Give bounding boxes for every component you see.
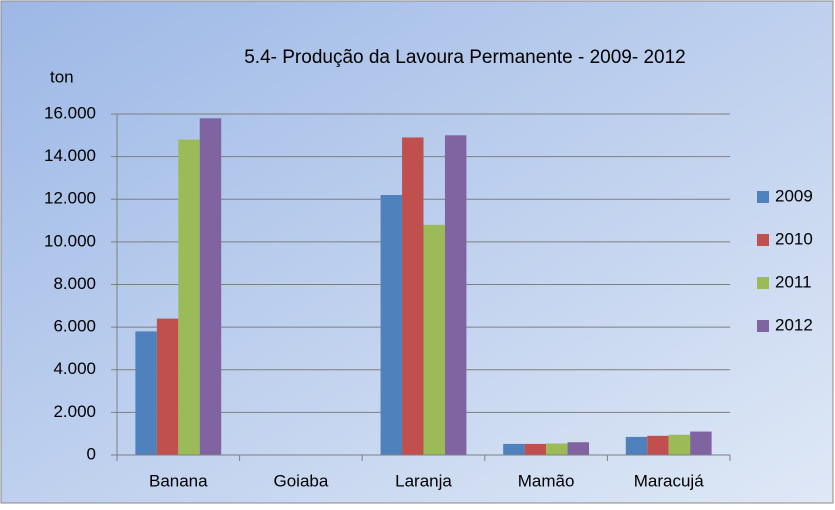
legend-swatch xyxy=(757,191,769,203)
legend-label: 2012 xyxy=(775,315,813,334)
bar xyxy=(380,194,403,456)
legend-swatch xyxy=(757,277,769,289)
bar xyxy=(402,137,424,455)
bar xyxy=(567,442,590,455)
x-tick-label: Mamão xyxy=(518,471,575,490)
bar xyxy=(135,331,157,455)
bar xyxy=(668,434,691,455)
y-tick-label: 14.000 xyxy=(44,146,96,165)
legend-label: 2010 xyxy=(775,229,813,248)
legend-swatch xyxy=(757,234,769,246)
y-tick-label: 12.000 xyxy=(44,189,96,208)
bar xyxy=(690,431,712,455)
bar xyxy=(444,135,467,455)
bar xyxy=(524,443,547,455)
legend-swatch xyxy=(757,320,769,332)
bar xyxy=(423,224,445,455)
y-tick-label: 8.000 xyxy=(53,274,96,293)
x-tick-label: Laranja xyxy=(395,471,452,490)
y-tick-label: 0 xyxy=(87,444,96,463)
y-tick-label: 10.000 xyxy=(44,231,96,250)
x-tick-label: Goiaba xyxy=(273,471,328,490)
y-tick-label: 6.000 xyxy=(53,317,96,336)
y-tick-label: 2.000 xyxy=(53,402,96,421)
legend-label: 2009 xyxy=(775,186,813,205)
bar xyxy=(503,443,525,455)
bar xyxy=(156,318,179,455)
chart-title: 5.4- Produção da Lavoura Permanente - 20… xyxy=(244,47,686,68)
bar xyxy=(178,139,200,455)
bar xyxy=(625,436,648,455)
bar xyxy=(546,443,568,455)
x-tick-label: Maracujá xyxy=(634,471,704,490)
y-axis-label: ton xyxy=(50,67,74,86)
bar xyxy=(199,118,222,455)
bar xyxy=(647,435,669,455)
x-tick-label: Banana xyxy=(149,471,208,490)
y-tick-label: 16.000 xyxy=(44,103,96,122)
y-tick-label: 4.000 xyxy=(53,359,96,378)
legend-label: 2011 xyxy=(775,272,812,291)
